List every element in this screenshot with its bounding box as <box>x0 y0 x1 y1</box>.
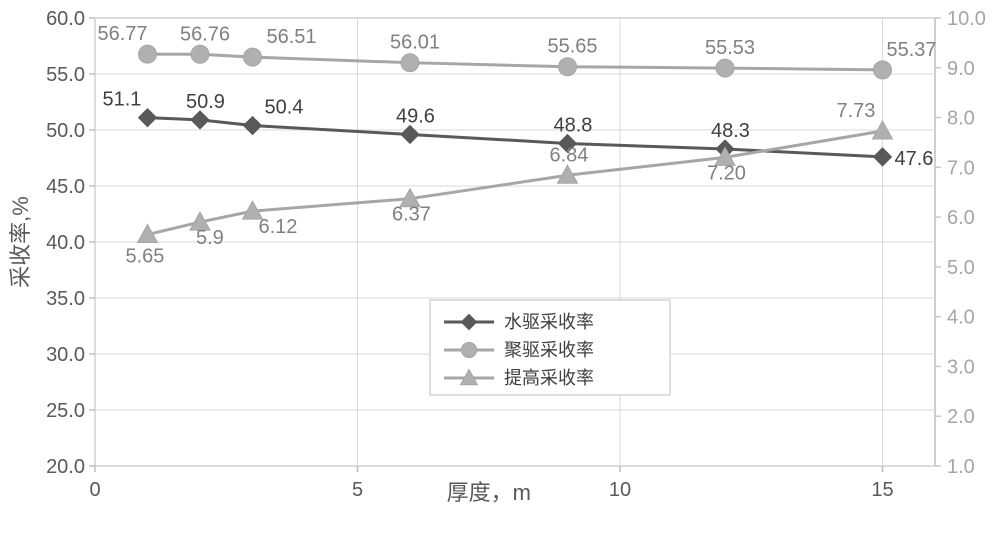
data-label: 48.3 <box>711 120 750 142</box>
data-label: 55.37 <box>887 39 937 61</box>
svg-text:30.0: 30.0 <box>46 344 85 366</box>
svg-text:6.0: 6.0 <box>947 207 975 229</box>
data-label: 51.1 <box>103 89 142 111</box>
svg-text:35.0: 35.0 <box>46 288 85 310</box>
svg-text:50.0: 50.0 <box>46 120 85 142</box>
svg-text:40.0: 40.0 <box>46 232 85 254</box>
data-label: 7.20 <box>707 162 746 184</box>
data-label: 56.77 <box>98 23 148 45</box>
svg-text:20.0: 20.0 <box>46 456 85 478</box>
data-label: 49.6 <box>396 105 435 127</box>
data-label: 5.65 <box>126 246 165 268</box>
data-marker <box>716 59 734 77</box>
svg-text:1.0: 1.0 <box>947 456 975 478</box>
data-marker <box>559 58 577 76</box>
y-axis-label: 采收率,% <box>8 196 33 288</box>
data-label: 55.65 <box>548 36 598 58</box>
y-left-ticks: 20.0 25.0 30.0 35.0 40.0 45.0 50.0 55.0 60.0 <box>46 8 95 478</box>
svg-text:45.0: 45.0 <box>46 176 85 198</box>
legend-item-label: 聚驱采收率 <box>504 340 594 360</box>
svg-text:7.0: 7.0 <box>947 157 975 179</box>
data-marker <box>401 54 419 72</box>
svg-text:55.0: 55.0 <box>46 64 85 86</box>
data-label: 6.12 <box>259 216 298 238</box>
data-label: 55.53 <box>705 37 755 59</box>
svg-text:5: 5 <box>352 479 363 501</box>
data-label: 48.8 <box>554 114 593 136</box>
svg-text:0: 0 <box>89 479 100 501</box>
svg-text:25.0: 25.0 <box>46 400 85 422</box>
svg-text:2.0: 2.0 <box>947 406 975 428</box>
data-label: 56.01 <box>390 32 440 54</box>
legend-item-label: 提高采收率 <box>504 368 594 388</box>
y-right-ticks: 1.0 2.0 3.0 4.0 5.0 6.0 7.0 8.0 9.0 10.0 <box>935 8 986 478</box>
x-axis-label: 厚度，m <box>447 480 531 505</box>
legend: 水驱采收率聚驱采收率提高采收率 <box>430 300 670 395</box>
data-marker <box>244 48 262 66</box>
svg-text:60.0: 60.0 <box>46 8 85 30</box>
svg-text:8.0: 8.0 <box>947 108 975 130</box>
data-label: 50.4 <box>265 97 304 119</box>
data-label: 56.51 <box>267 26 317 48</box>
svg-text:15: 15 <box>871 479 893 501</box>
data-label: 5.9 <box>196 227 224 249</box>
legend-item-label: 水驱采收率 <box>504 312 594 332</box>
recovery-vs-thickness-chart: 20.025.030.035.040.045.050.055.060.0 1.0… <box>0 0 1000 538</box>
svg-text:10: 10 <box>609 479 631 501</box>
data-label: 6.37 <box>392 204 431 226</box>
data-label: 50.9 <box>186 91 225 113</box>
data-label: 7.73 <box>837 100 876 122</box>
data-marker <box>139 45 157 63</box>
data-marker <box>191 45 209 63</box>
data-label: 6.84 <box>550 144 589 166</box>
data-marker <box>874 61 892 79</box>
svg-text:10.0: 10.0 <box>947 8 986 30</box>
data-label: 56.76 <box>180 23 230 45</box>
svg-text:5.0: 5.0 <box>947 257 975 279</box>
svg-text:3.0: 3.0 <box>947 356 975 378</box>
svg-text:9.0: 9.0 <box>947 58 975 80</box>
svg-text:4.0: 4.0 <box>947 307 975 329</box>
data-label: 47.6 <box>895 148 934 170</box>
